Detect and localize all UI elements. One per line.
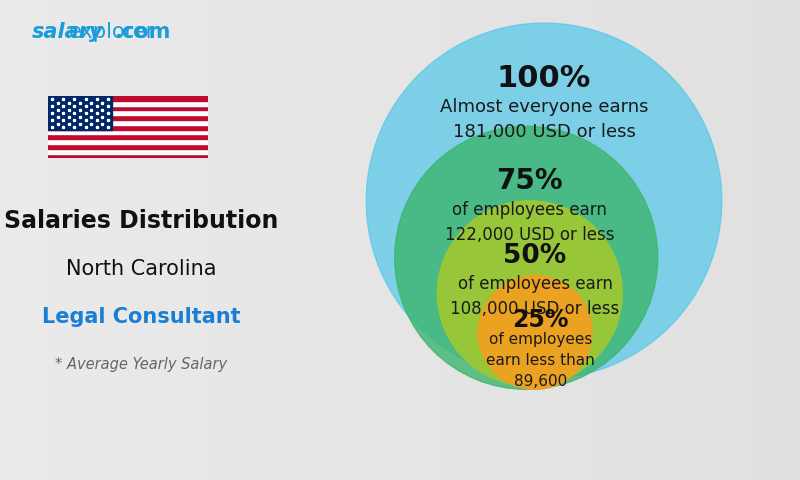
Bar [48,101,208,106]
Bar [48,134,208,139]
Bar [48,144,208,149]
Text: Legal Consultant: Legal Consultant [42,307,241,327]
Bar [48,125,208,130]
Text: 25%: 25% [512,308,569,332]
Bar [48,120,208,125]
Bar [48,154,208,158]
Circle shape [478,276,592,389]
Text: 75%: 75% [497,168,563,195]
Bar [48,130,208,134]
Text: .com: .com [115,22,171,42]
Bar [48,106,208,110]
Circle shape [394,126,658,389]
Text: North Carolina: North Carolina [66,259,216,279]
Text: Salaries Distribution: Salaries Distribution [4,209,278,233]
Text: explorer: explorer [69,22,155,42]
Bar [48,110,208,115]
Bar [48,115,208,120]
Text: * Average Yearly Salary: * Average Yearly Salary [55,357,227,372]
Text: salary: salary [32,22,104,42]
Bar [48,96,112,130]
Circle shape [366,23,722,379]
Bar [48,149,208,154]
Text: 50%: 50% [503,243,566,269]
Text: Almost everyone earns
181,000 USD or less: Almost everyone earns 181,000 USD or les… [440,97,648,141]
Text: 100%: 100% [497,64,591,93]
Text: of employees
earn less than
89,600: of employees earn less than 89,600 [486,332,595,389]
Bar [48,139,208,144]
Bar [48,96,208,101]
Text: of employees earn
108,000 USD or less: of employees earn 108,000 USD or less [450,276,620,318]
Text: of employees earn
122,000 USD or less: of employees earn 122,000 USD or less [445,201,614,244]
Circle shape [438,201,622,386]
